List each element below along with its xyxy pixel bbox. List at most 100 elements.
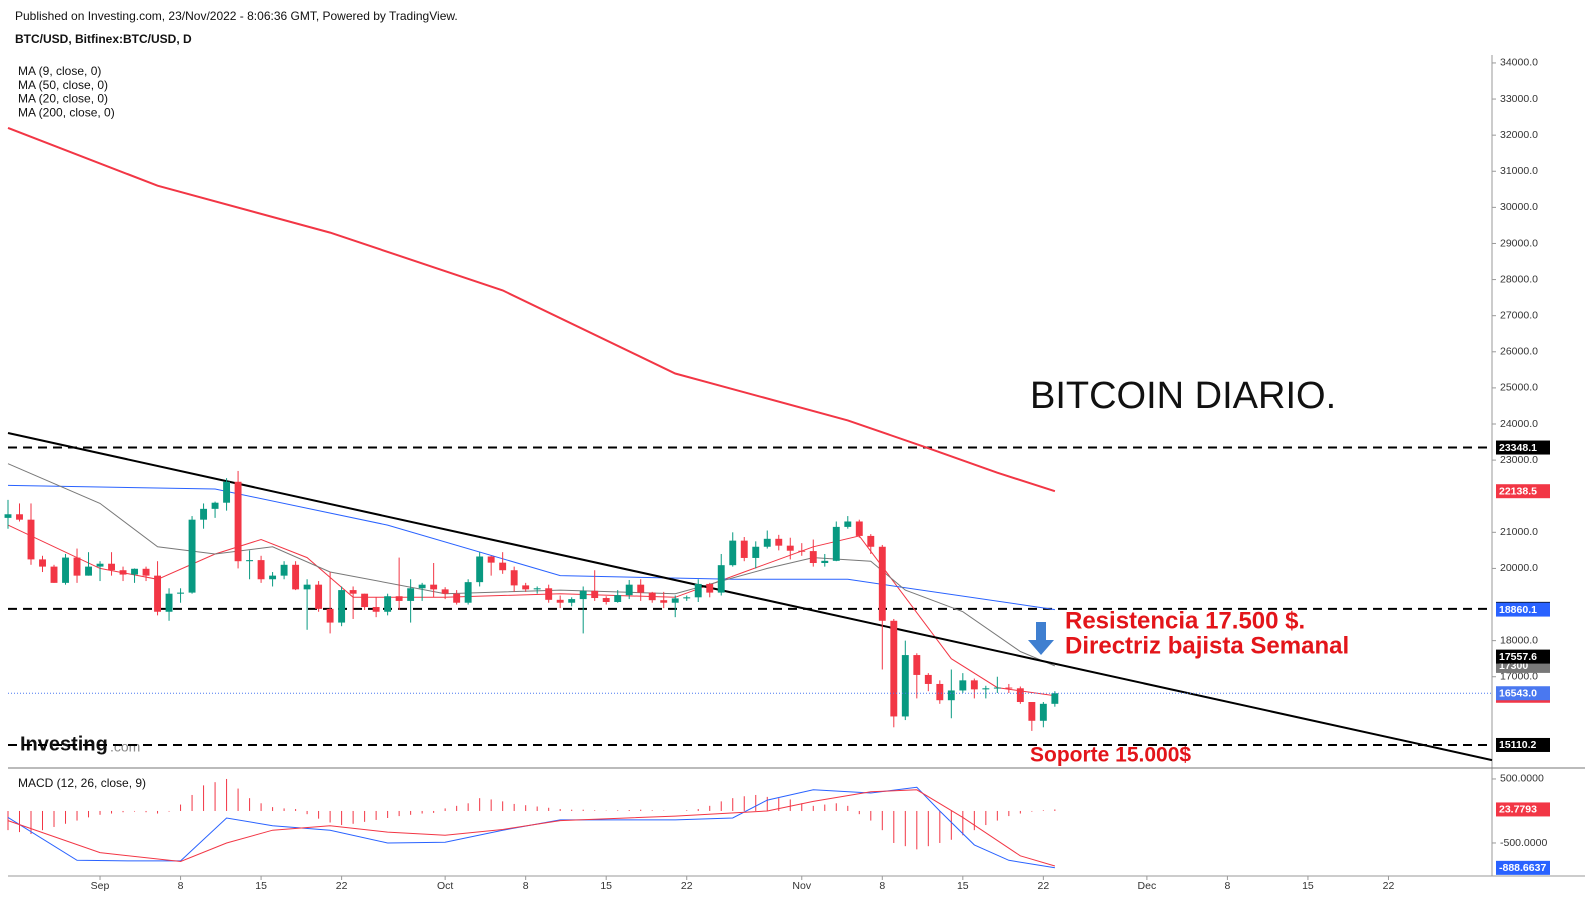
- macd-title: MACD (12, 26, close, 9): [18, 776, 146, 790]
- candle-body: [936, 683, 944, 701]
- candle-body: [246, 560, 254, 562]
- candle-body: [798, 550, 806, 552]
- candle-body: [683, 597, 691, 599]
- candle-body: [165, 593, 173, 612]
- candle-body: [188, 519, 196, 593]
- candle-body: [131, 568, 138, 575]
- level-label: 23348.1: [1499, 442, 1537, 454]
- level-label: 15110.2: [1499, 739, 1537, 751]
- candle-body: [361, 593, 369, 608]
- y-tick-label: 28000.0: [1500, 273, 1538, 285]
- x-tick-label: 15: [255, 880, 267, 892]
- candle-body: [384, 596, 392, 612]
- candle-body: [4, 514, 12, 518]
- chart-title: BITCOIN DIARIO.: [1030, 375, 1336, 417]
- candle-body: [372, 607, 380, 612]
- candle-body: [556, 599, 564, 603]
- candle-body: [729, 540, 737, 566]
- candle-body: [1051, 693, 1059, 704]
- ma-label: 22138.5: [1499, 485, 1537, 497]
- ma-line: [7, 524, 1055, 697]
- candle-body: [591, 590, 599, 599]
- candle-body: [832, 526, 840, 561]
- candle-body: [844, 521, 852, 527]
- candle-body: [85, 566, 92, 576]
- x-tick-label: 8: [178, 880, 184, 892]
- candle-body: [315, 584, 323, 609]
- ma-line: [7, 484, 1055, 611]
- candle-body: [568, 599, 576, 603]
- candle-body: [660, 600, 668, 603]
- candle-body: [430, 584, 438, 590]
- candle-body: [970, 680, 978, 690]
- x-tick-label: 15: [600, 880, 612, 892]
- y-tick-label: 25000.0: [1500, 382, 1538, 394]
- candle-body: [625, 584, 633, 596]
- candle-body: [740, 540, 748, 558]
- candle-body: [1039, 703, 1047, 721]
- candle-body: [292, 564, 300, 590]
- y-tick-label: 29000.0: [1500, 237, 1538, 249]
- macd-line: [7, 789, 1056, 867]
- y-tick-label: 20000.0: [1500, 562, 1538, 574]
- candle-body: [947, 690, 955, 701]
- candle-body: [303, 584, 311, 590]
- y-tick-label: 500.0000: [1500, 773, 1544, 785]
- candle-body: [706, 583, 714, 593]
- legend-entry: MA (200, close, 0): [18, 105, 115, 119]
- y-tick-label: 18000.0: [1500, 634, 1538, 646]
- x-tick-label: 22: [336, 880, 348, 892]
- last-price-label: 16543.0: [1499, 688, 1537, 700]
- candle-body: [476, 556, 484, 583]
- candle-body: [671, 598, 679, 603]
- symbol: BTC/USD, Bitfinex:BTC/USD, D: [15, 32, 192, 46]
- macd-label: -888.6637: [1499, 862, 1546, 874]
- y-tick-label: 23000.0: [1500, 454, 1538, 466]
- y-tick-label: 33000.0: [1500, 93, 1538, 105]
- y-tick-label: 21000.0: [1500, 526, 1538, 538]
- candle-body: [614, 595, 622, 602]
- candle-body: [763, 538, 771, 547]
- candle-body: [821, 560, 829, 564]
- legend-entry: MA (9, close, 0): [18, 64, 101, 78]
- trend-label: 17557.6: [1499, 651, 1537, 663]
- level-label-box: [1496, 737, 1550, 752]
- candle-body: [579, 590, 587, 600]
- y-tick-label: -500.0000: [1500, 837, 1547, 849]
- annotation: Soporte 15.000$: [1030, 744, 1191, 767]
- legend-entry: MA (50, close, 0): [18, 78, 108, 92]
- histogram-label-box: [1496, 802, 1550, 817]
- x-tick-label: Nov: [792, 880, 811, 892]
- candle-body: [154, 575, 162, 612]
- candle-body: [510, 570, 518, 586]
- candle-body: [637, 584, 645, 593]
- candle-body: [752, 546, 760, 558]
- candle-body: [775, 538, 783, 546]
- published-note: Published on Investing.com, 23/Nov/2022 …: [15, 9, 458, 23]
- legend-entry: MA (20, close, 0): [18, 92, 108, 106]
- candle-body: [453, 593, 461, 603]
- candle-body: [464, 582, 472, 603]
- annotation: Resistencia 17.500 $.: [1065, 607, 1305, 634]
- candle-body: [1016, 688, 1024, 703]
- annotation: Directriz bajista Semanal: [1065, 632, 1349, 659]
- candle-body: [27, 519, 35, 560]
- candle-body: [890, 620, 898, 717]
- candle-body: [1028, 702, 1036, 721]
- candle-body: [223, 481, 231, 503]
- candle-body: [257, 560, 265, 580]
- x-tick-label: 15: [957, 880, 969, 892]
- candle-body: [234, 481, 242, 562]
- candle-body: [418, 584, 426, 589]
- level-label-box: [1496, 440, 1550, 455]
- x-tick-label: Dec: [1138, 880, 1157, 892]
- candle-body: [855, 521, 863, 536]
- x-tick-label: 8: [879, 880, 885, 892]
- macd-line: [7, 786, 1055, 869]
- candle-body: [211, 502, 219, 509]
- candle-body: [338, 590, 346, 623]
- candle-body: [441, 589, 449, 594]
- candle-body: [809, 551, 817, 564]
